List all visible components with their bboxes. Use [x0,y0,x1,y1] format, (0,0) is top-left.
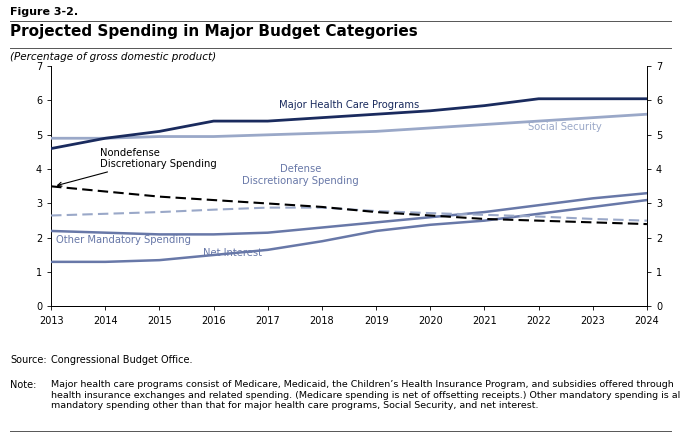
Text: Congressional Budget Office.: Congressional Budget Office. [51,355,193,365]
Text: Defense
Discretionary Spending: Defense Discretionary Spending [242,164,359,186]
Text: Source:: Source: [10,355,47,365]
Text: Major health care programs consist of Medicare, Medicaid, the Children’s Health : Major health care programs consist of Me… [51,380,681,410]
Text: Social Security: Social Security [528,122,601,132]
Text: Note:: Note: [10,380,37,390]
Text: Net Interest: Net Interest [203,248,262,258]
Text: Major Health Care Programs: Major Health Care Programs [279,100,419,110]
Text: Other Mandatory Spending: Other Mandatory Spending [57,235,191,245]
Text: Nondefense
Discretionary Spending: Nondefense Discretionary Spending [58,148,217,186]
Text: (Percentage of gross domestic product): (Percentage of gross domestic product) [10,52,217,62]
Text: Projected Spending in Major Budget Categories: Projected Spending in Major Budget Categ… [10,24,418,39]
Text: Figure 3-2.: Figure 3-2. [10,7,78,17]
